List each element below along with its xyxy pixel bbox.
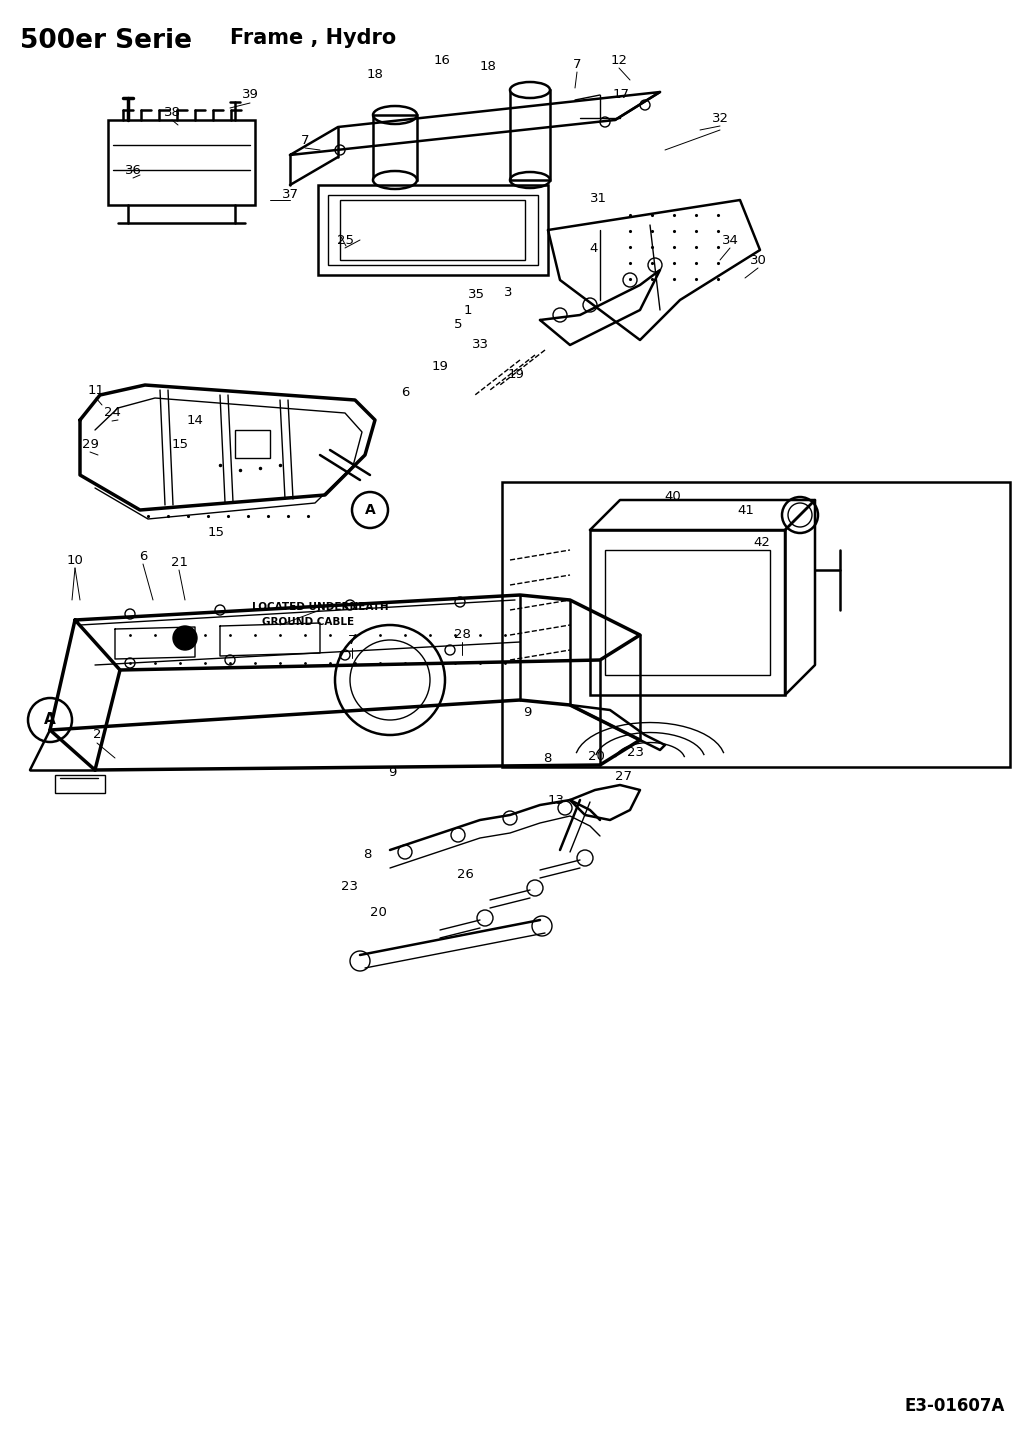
Text: 29: 29	[82, 438, 98, 451]
Bar	[373, 116, 417, 181]
Text: 18: 18	[366, 68, 384, 81]
Bar	[605, 551, 770, 675]
Text: 16: 16	[433, 53, 450, 66]
Circle shape	[352, 491, 388, 527]
Circle shape	[600, 117, 610, 127]
Text: 7: 7	[348, 633, 356, 646]
Text: 32: 32	[711, 111, 729, 124]
Bar	[510, 90, 550, 181]
Text: 18: 18	[480, 59, 496, 72]
Text: 23: 23	[342, 880, 358, 893]
Text: 42: 42	[753, 536, 771, 549]
Circle shape	[558, 801, 572, 815]
Bar	[328, 195, 538, 264]
Circle shape	[503, 811, 517, 825]
Circle shape	[577, 850, 593, 866]
Text: 20: 20	[587, 750, 605, 763]
Text: 20: 20	[369, 906, 386, 919]
Circle shape	[451, 828, 465, 842]
Text: 6: 6	[400, 386, 409, 399]
Circle shape	[173, 626, 197, 650]
Text: 5: 5	[454, 318, 462, 331]
Text: 30: 30	[749, 253, 767, 266]
Bar	[108, 120, 255, 205]
Text: 1: 1	[463, 303, 473, 316]
Text: GROUND CABLE: GROUND CABLE	[262, 617, 354, 627]
Bar	[318, 185, 548, 275]
Text: 40: 40	[665, 490, 681, 503]
Text: A: A	[364, 503, 376, 517]
Ellipse shape	[373, 171, 417, 189]
Circle shape	[335, 144, 345, 155]
Text: 13: 13	[548, 793, 565, 806]
Circle shape	[527, 880, 543, 896]
Text: 2: 2	[93, 728, 101, 741]
Text: 28: 28	[453, 627, 471, 640]
Text: 6: 6	[139, 549, 148, 562]
Circle shape	[640, 100, 650, 110]
Bar	[235, 431, 270, 458]
Text: 4: 4	[590, 241, 599, 254]
Text: 38: 38	[163, 105, 181, 118]
Text: 7: 7	[573, 58, 581, 71]
Bar	[340, 199, 525, 260]
Bar	[502, 483, 1010, 767]
Text: 36: 36	[125, 163, 141, 176]
Text: 10: 10	[66, 553, 84, 566]
Circle shape	[648, 259, 662, 272]
Text: 9: 9	[523, 705, 531, 718]
Circle shape	[583, 298, 596, 312]
Text: 31: 31	[589, 192, 607, 205]
Circle shape	[350, 951, 370, 971]
Text: 41: 41	[738, 503, 754, 516]
Bar	[590, 530, 785, 695]
Text: 3: 3	[504, 286, 512, 299]
Text: 21: 21	[170, 555, 188, 568]
Text: A: A	[44, 712, 56, 727]
Text: 39: 39	[241, 88, 258, 101]
Text: 11: 11	[88, 383, 104, 396]
Text: 15: 15	[171, 438, 189, 451]
Text: 17: 17	[613, 88, 630, 101]
Circle shape	[477, 910, 493, 926]
Text: 26: 26	[456, 868, 474, 881]
Text: 15: 15	[207, 526, 225, 539]
Text: 14: 14	[187, 413, 203, 426]
Text: 37: 37	[282, 188, 298, 201]
Text: 23: 23	[626, 746, 644, 759]
Text: 25: 25	[336, 234, 354, 247]
Text: 19: 19	[508, 368, 524, 381]
Text: 24: 24	[103, 406, 121, 419]
Text: 19: 19	[431, 360, 449, 373]
Text: 35: 35	[467, 289, 484, 302]
Bar	[55, 775, 105, 793]
Circle shape	[782, 497, 818, 533]
Text: 500er Serie: 500er Serie	[20, 27, 192, 53]
Text: 8: 8	[543, 751, 551, 764]
Text: 27: 27	[615, 770, 633, 783]
Circle shape	[623, 273, 637, 288]
Text: E3-01607A: E3-01607A	[905, 1397, 1005, 1415]
Text: LOCATED UNDERNEATH: LOCATED UNDERNEATH	[252, 603, 388, 613]
Circle shape	[533, 916, 552, 936]
Text: 12: 12	[611, 53, 627, 66]
Text: 7: 7	[300, 133, 310, 146]
Ellipse shape	[510, 82, 550, 98]
Text: 33: 33	[472, 338, 488, 351]
Circle shape	[398, 845, 412, 858]
Text: 34: 34	[721, 234, 739, 247]
Text: Frame , Hydro: Frame , Hydro	[230, 27, 396, 48]
Circle shape	[28, 698, 72, 741]
Text: 9: 9	[388, 766, 396, 779]
Circle shape	[553, 308, 567, 322]
Circle shape	[788, 503, 812, 527]
Text: 8: 8	[363, 848, 372, 861]
